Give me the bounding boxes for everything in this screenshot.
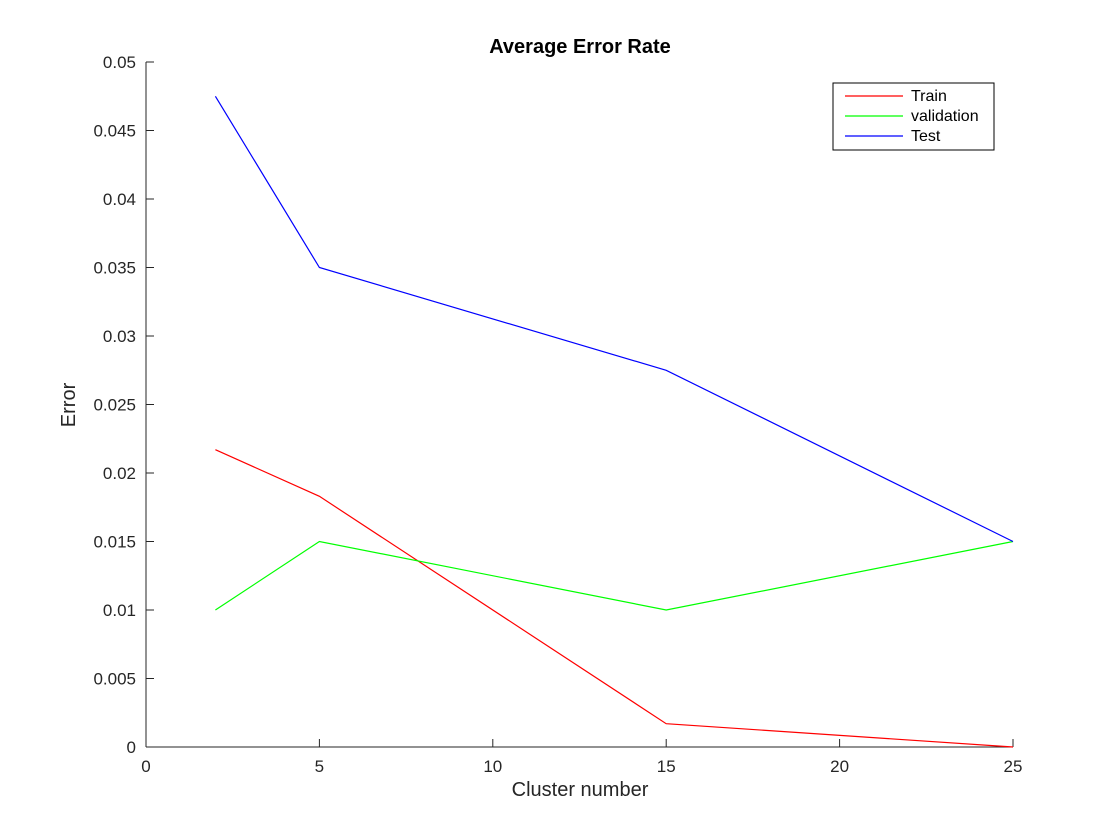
y-tick-label: 0.05 [103,53,136,72]
series-line-test [214,95,1014,543]
legend-label: Train [911,88,947,105]
chart-title: Average Error Rate [489,36,671,58]
series-line-train [215,449,1014,748]
plot-axes: 0 5 10 15 20 25 0 0.005 0.01 0.015 0.02 0.025 0.03 0.… [93,53,1022,776]
y-tick-label: 0.04 [103,190,136,209]
y-tick-label: 0 [127,738,136,757]
x-tick-label: 0 [141,757,150,776]
x-tick-label: 5 [315,757,324,776]
y-tick-label: 0.005 [93,670,136,689]
y-tick-label: 0.02 [103,464,136,483]
y-tick-label: 0.01 [103,601,136,620]
y-tick-label: 0.045 [93,122,136,141]
y-tick-label: 0.025 [93,396,136,415]
y-tick-label: 0.03 [103,327,136,346]
x-tick-label: 15 [657,757,676,776]
y-tick-label: 0.035 [93,259,136,278]
plot-series [214,95,1014,748]
x-tick-label: 25 [1004,757,1023,776]
x-axis-label: Cluster number [512,779,649,801]
series-line-validation [215,540,1014,611]
x-tick-label: 10 [483,757,502,776]
y-axis-label: Error [58,382,80,427]
legend-label: Test [911,128,941,145]
legend-label: validation [911,108,979,125]
legend: Train validation Test [832,82,995,151]
y-tick-label: 0.015 [93,533,136,552]
x-tick-label: 20 [830,757,849,776]
